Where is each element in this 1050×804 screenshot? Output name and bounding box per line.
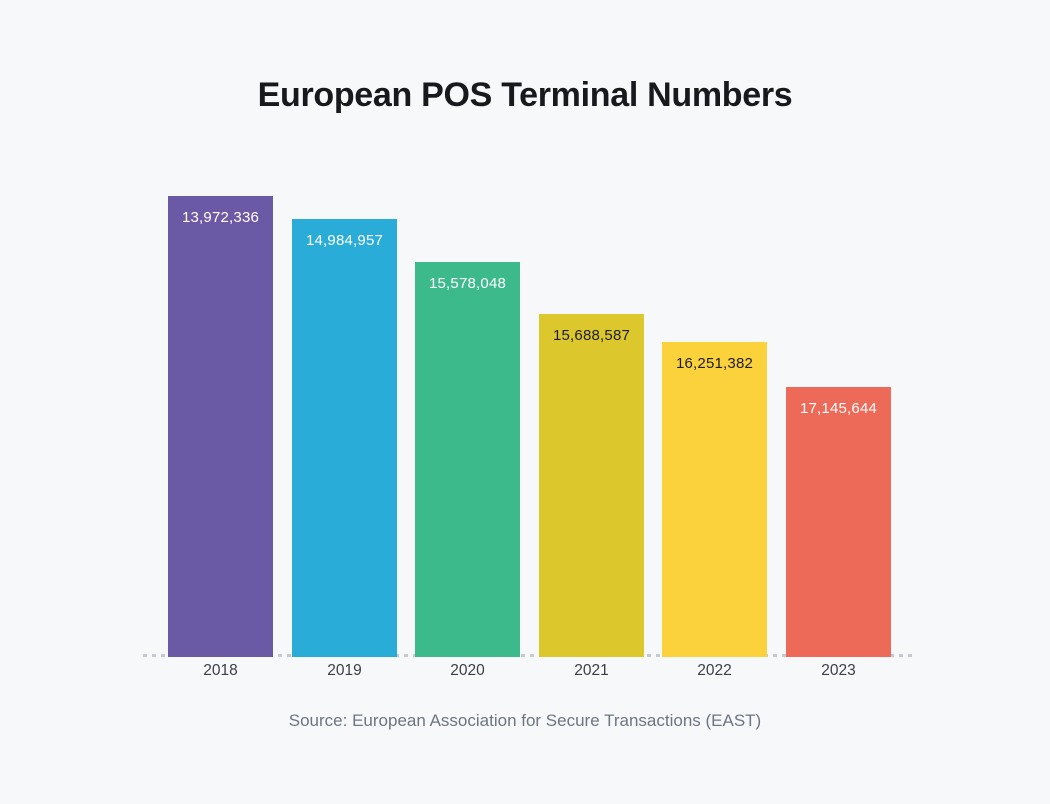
x-axis-label-2020: 2020 (450, 662, 485, 679)
bar-value-label: 16,251,382 (675, 355, 754, 372)
bar-2023: 17,145,644 (786, 387, 891, 657)
bar-2022: 16,251,382 (662, 342, 767, 657)
bar-value-label: 15,688,587 (552, 327, 631, 344)
x-axis-label-2023: 2023 (821, 662, 856, 679)
bar-2021: 15,688,587 (539, 314, 644, 657)
x-axis-label-2019: 2019 (327, 662, 362, 679)
bar-value-label: 13,972,336 (181, 209, 260, 226)
chart-title: European POS Terminal Numbers (257, 76, 793, 114)
baseline-dashed-line (143, 654, 917, 657)
x-axis-label-2021: 2021 (574, 662, 609, 679)
bar-2020: 15,578,048 (415, 262, 520, 657)
bar-value-label: 15,578,048 (428, 275, 507, 292)
bar-2019: 14,984,957 (292, 219, 397, 657)
x-axis-label-2022: 2022 (697, 662, 732, 679)
x-axis-label-2018: 2018 (203, 662, 238, 679)
bar-2018: 13,972,336 (168, 196, 273, 657)
bar-value-label: 14,984,957 (305, 232, 384, 249)
bar-value-label: 17,145,644 (799, 400, 878, 417)
source-caption: Source: European Association for Secure … (288, 711, 762, 730)
